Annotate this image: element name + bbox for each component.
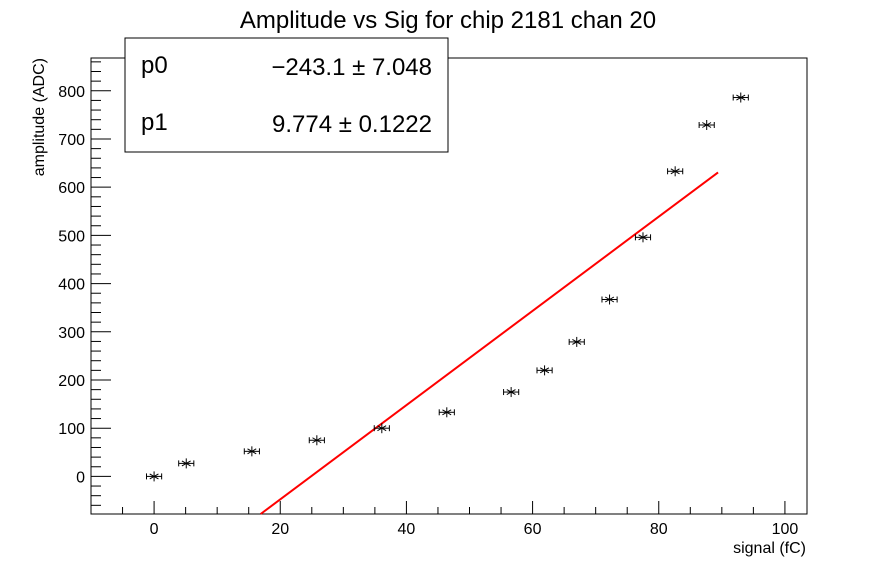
y-tick-label: 200 (58, 373, 85, 390)
y-tick-label: 600 (58, 180, 85, 197)
star-marker-stroke (377, 425, 387, 432)
x-tick-label: 0 (150, 521, 159, 538)
x-tick-label: 80 (650, 521, 668, 538)
data-point (732, 92, 749, 103)
star-marker-stroke (149, 473, 159, 480)
y-tick-label: 300 (58, 325, 85, 342)
star-marker-stroke (638, 234, 648, 241)
stats-p0-value: −243.1 ± 7.048 (271, 54, 432, 81)
data-point (243, 446, 260, 457)
x-tick-label: 60 (524, 521, 542, 538)
star-marker-stroke (312, 437, 322, 444)
y-tick-label: 800 (58, 84, 85, 101)
y-tick-label: 0 (76, 469, 85, 486)
data-point (536, 365, 553, 376)
chart-title: Amplitude vs Sig for chip 2181 chan 20 (240, 7, 656, 34)
star-marker-stroke (702, 122, 712, 128)
data-point (438, 407, 455, 418)
y-tick-label: 100 (58, 421, 85, 438)
stats-p1-value: 9.774 ± 0.1222 (272, 111, 432, 138)
stats-box: p0 −243.1 ± 7.048 p1 9.774 ± 0.1222 (124, 37, 449, 153)
fit-line-group (260, 171, 719, 515)
x-tick-label: 40 (398, 521, 416, 538)
star-marker-stroke (247, 448, 257, 455)
data-point (667, 166, 684, 177)
stats-p0-name: p0 (141, 52, 168, 79)
stats-p1-name: p1 (141, 109, 168, 136)
data-point (503, 387, 520, 398)
data-point (634, 232, 652, 243)
data-point (568, 336, 585, 347)
data-point (146, 471, 163, 482)
data-point (308, 435, 325, 446)
fit-line (260, 171, 719, 515)
y-axis: 0 100 200 300 400 500 600 700 800 (58, 61, 111, 506)
y-tick-label: 700 (58, 132, 85, 149)
y-tick-label: 500 (58, 228, 85, 245)
data-point (698, 120, 715, 131)
star-marker-stroke (736, 94, 746, 101)
x-axis-title: signal (fC) (733, 540, 806, 557)
star-marker-stroke (572, 338, 582, 345)
data-points (146, 92, 749, 482)
x-axis: 0 20 40 60 80 100 (122, 501, 799, 538)
star-marker-stroke (506, 389, 516, 395)
stats-box-frame (124, 37, 449, 153)
star-marker-stroke (539, 367, 550, 374)
data-point (373, 423, 390, 434)
y-tick-label: 400 (58, 277, 85, 294)
x-tick-label: 100 (772, 521, 799, 538)
data-point (601, 294, 618, 305)
star-marker-stroke (442, 409, 452, 416)
x-tick-label: 20 (271, 521, 289, 538)
star-marker-stroke (670, 168, 680, 175)
data-point (178, 458, 195, 469)
star-marker-stroke (181, 460, 191, 467)
y-axis-title: amplitude (ADC) (31, 58, 48, 176)
star-marker-stroke (604, 296, 615, 303)
